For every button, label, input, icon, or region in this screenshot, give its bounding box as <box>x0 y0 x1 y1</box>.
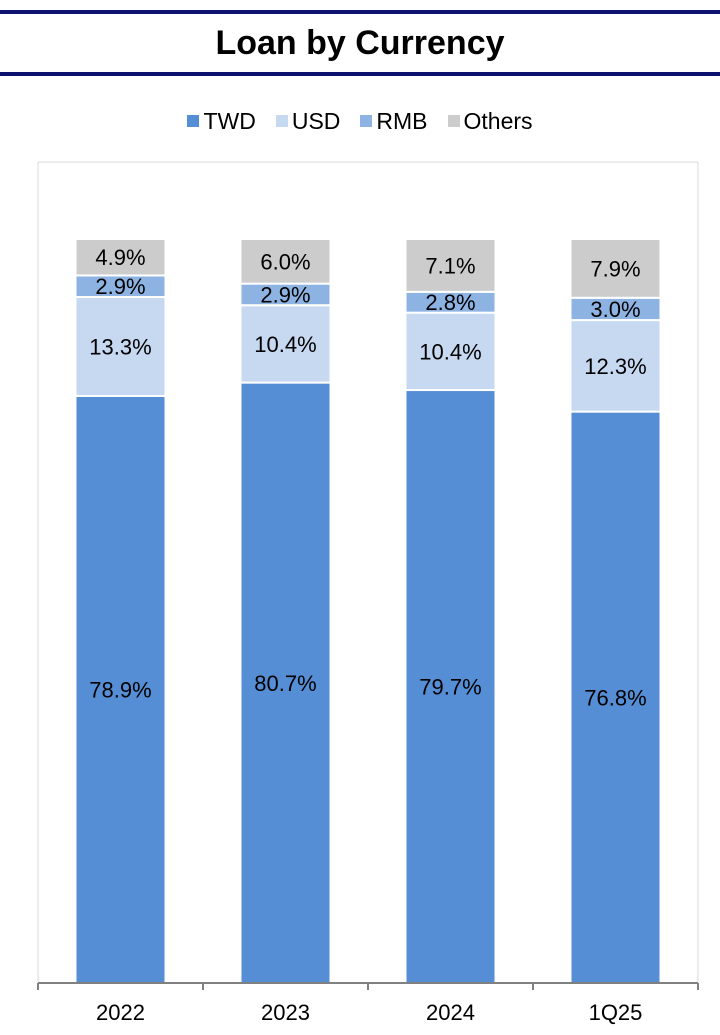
x-tick-label-2022: 2022 <box>96 1000 145 1025</box>
bar-segment-others-2022 <box>74 238 167 277</box>
data-label-twd-2023: 80.7% <box>254 671 316 696</box>
data-label-usd-1q25: 12.3% <box>584 354 646 379</box>
legend-label-twd: TWD <box>203 107 256 134</box>
legend-item-twd: TWD <box>187 107 256 135</box>
bar-segment-others-2024 <box>404 238 497 293</box>
data-label-twd-1q25: 76.8% <box>584 685 646 710</box>
data-label-rmb-2024: 2.8% <box>425 290 475 315</box>
data-label-twd-2024: 79.7% <box>419 675 481 700</box>
bar-segment-twd-2023 <box>239 381 332 985</box>
bar-segment-usd-2022 <box>74 296 167 397</box>
data-label-others-2023: 6.0% <box>260 249 310 274</box>
data-label-rmb-2023: 2.9% <box>260 282 310 307</box>
legend-item-others: Others <box>447 107 533 135</box>
title-band: Loan by Currency <box>0 10 720 76</box>
bar-segment-others-2023 <box>239 238 332 285</box>
legend-item-usd: USD <box>275 107 341 135</box>
data-label-others-2024: 7.1% <box>425 253 475 278</box>
data-label-rmb-2022: 2.9% <box>95 274 145 299</box>
chart-legend: TWD USD RMB Others <box>0 106 720 136</box>
data-label-usd-2024: 10.4% <box>419 339 481 364</box>
x-tick-label-2024: 2024 <box>426 1000 475 1025</box>
legend-label-rmb: RMB <box>376 107 428 134</box>
bar-segment-others-1q25 <box>569 238 662 299</box>
data-label-others-2022: 4.9% <box>95 245 145 270</box>
bar-segment-twd-2022 <box>74 394 167 984</box>
bar-segment-twd-2024 <box>404 389 497 985</box>
data-label-others-1q25: 7.9% <box>590 256 640 281</box>
legend-item-rmb: RMB <box>360 107 428 135</box>
legend-label-others: Others <box>463 107 533 134</box>
legend-swatch-rmb <box>360 115 373 127</box>
bar-segment-usd-2023 <box>239 304 332 384</box>
data-label-usd-2022: 13.3% <box>89 335 151 360</box>
bar-segment-twd-1q25 <box>569 410 662 985</box>
data-label-rmb-1q25: 3.0% <box>590 297 640 322</box>
legend-swatch-twd <box>187 115 200 127</box>
legend-swatch-usd <box>275 115 288 127</box>
data-label-usd-2023: 10.4% <box>254 332 316 357</box>
x-tick-label-1q25: 1Q25 <box>589 1000 643 1025</box>
legend-label-usd: USD <box>291 107 341 134</box>
chart-title: Loan by Currency <box>215 23 505 62</box>
x-tick-label-2023: 2023 <box>261 1000 310 1025</box>
bar-segment-usd-1q25 <box>569 319 662 413</box>
legend-swatch-others <box>447 115 460 127</box>
bar-segment-usd-2024 <box>404 311 497 392</box>
data-label-twd-2022: 78.9% <box>89 677 151 702</box>
